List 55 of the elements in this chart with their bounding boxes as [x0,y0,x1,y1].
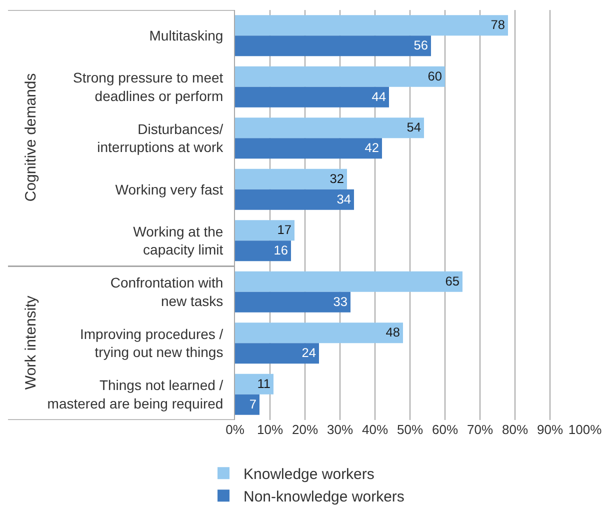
y-tick-label: Working at the capacity limit [133,223,224,258]
bar [235,189,354,210]
bar [235,15,508,36]
data-label: 78 [490,17,505,32]
y-tick-label: Things not learned / mastered are being required [47,377,224,412]
bar [235,66,445,87]
y-tick-label: Working very fast [115,181,224,198]
y-tick-label: Improving procedures / trying out new things [80,326,224,360]
bar [235,118,424,138]
data-label: 17 [277,222,292,238]
data-label: 7 [249,396,256,412]
bar [235,36,431,56]
bar [235,374,274,394]
bar [235,138,382,159]
data-label: 34 [336,191,351,206]
data-label: 42 [364,140,379,156]
data-label: 16 [274,242,288,258]
text: Work intensity [22,295,40,390]
legend-label: Non-knowledge workers [244,488,404,506]
bar [235,220,294,241]
x-tick-label: 90% [536,422,564,437]
data-label: 48 [386,324,400,340]
y-tick-label: Multitasking [149,28,224,44]
y-tick-label: Strong pressure to meet deadlines or perform [73,70,224,104]
y-tick-label: Confrontation with new tasks [110,274,224,309]
x-tick-label: 80% [502,422,528,437]
data-label: 60 [428,68,442,84]
x-tick-label: 70% [466,422,494,437]
bar [235,271,462,292]
bar [235,86,389,108]
bar [235,168,347,190]
x-tick-label: 30% [326,422,354,437]
bar [235,240,291,262]
x-tick-label: 20% [292,422,318,437]
data-label: 32 [330,170,344,186]
y-tick-label: Disturbances/ interruptions at work [97,120,224,156]
data-label: 24 [302,345,316,360]
legend-label: Knowledge workers [244,466,374,483]
x-tick-label: 40% [362,422,388,437]
bar [235,343,319,364]
bar [235,322,403,344]
data-label: 56 [414,38,428,53]
bar [235,292,350,312]
x-tick-label: 50% [396,422,424,437]
data-label: 54 [406,120,421,135]
x-tick-label: 0% [226,422,245,437]
x-tick-label: 10% [256,422,284,437]
x-tick-label: 100% [568,422,602,437]
data-label: 44 [372,88,386,104]
data-label: 11 [257,376,270,391]
text: Cognitive demands [22,73,40,202]
data-label: 33 [333,294,348,309]
bar [235,394,260,415]
data-label: 65 [445,273,460,288]
x-tick-label: 60% [432,422,458,437]
